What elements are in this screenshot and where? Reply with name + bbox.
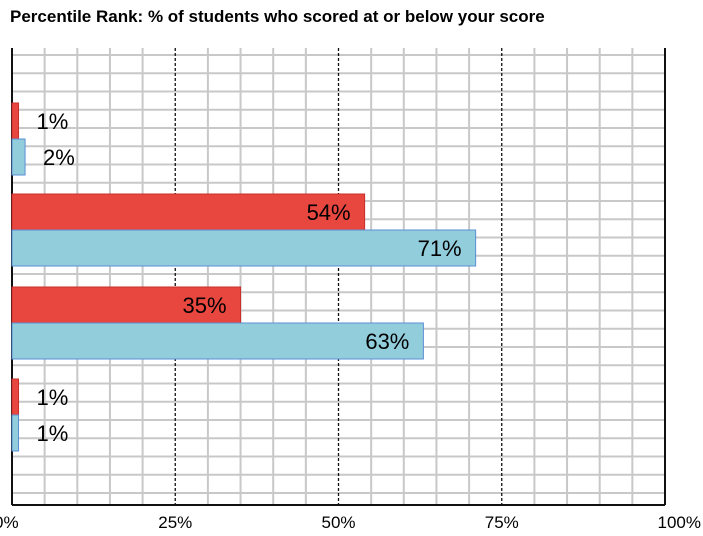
- chart-title: Percentile Rank: % of students who score…: [10, 7, 545, 26]
- bar-series1-group1: [11, 102, 20, 140]
- value-label-series1-group4: 1%: [37, 385, 69, 410]
- x-tick-labels: 0% 25% 50% 75% 100%: [0, 513, 701, 532]
- value-label-series2-group1: 2%: [43, 145, 75, 170]
- value-label-series2-group4: 1%: [37, 421, 69, 446]
- value-label-series1-group1: 1%: [37, 109, 69, 134]
- bar-series2-group4: [11, 414, 20, 452]
- value-label-series1-group3: 35%: [183, 293, 227, 318]
- bar-series1-group2: [11, 193, 366, 231]
- bar-series1-group4: [11, 378, 20, 416]
- bar-series2-group3: [11, 322, 424, 360]
- x-tick-label: 25%: [158, 513, 192, 532]
- bar-marks: [11, 102, 477, 452]
- value-label-series1-group2: 54%: [307, 200, 351, 225]
- bar-series2-group2: [11, 229, 477, 267]
- value-label-series2-group3: 63%: [365, 329, 409, 354]
- value-labels: 1% 54% 35% 1% 2% 71% 63% 1%: [37, 109, 462, 446]
- x-tick-label: 0%: [0, 513, 19, 532]
- x-tick-label: 100%: [658, 513, 701, 532]
- x-tick-label: 75%: [485, 513, 519, 532]
- bar-series2-group1: [11, 138, 26, 176]
- x-tick-label: 50%: [321, 513, 355, 532]
- grid-lines: [11, 48, 666, 506]
- value-label-series2-group2: 71%: [418, 236, 462, 261]
